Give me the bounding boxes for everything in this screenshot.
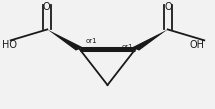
Text: OH: OH (189, 40, 204, 50)
Polygon shape (132, 29, 168, 51)
Text: or1: or1 (86, 38, 98, 44)
Polygon shape (47, 29, 83, 51)
Text: HO: HO (2, 40, 17, 50)
Text: O: O (165, 2, 173, 12)
Text: O: O (42, 2, 50, 12)
Text: or1: or1 (121, 44, 133, 50)
